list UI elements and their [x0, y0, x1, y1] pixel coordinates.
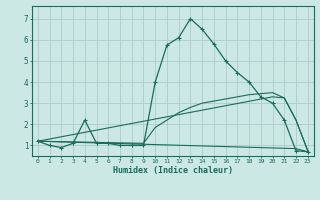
X-axis label: Humidex (Indice chaleur): Humidex (Indice chaleur) [113, 166, 233, 175]
